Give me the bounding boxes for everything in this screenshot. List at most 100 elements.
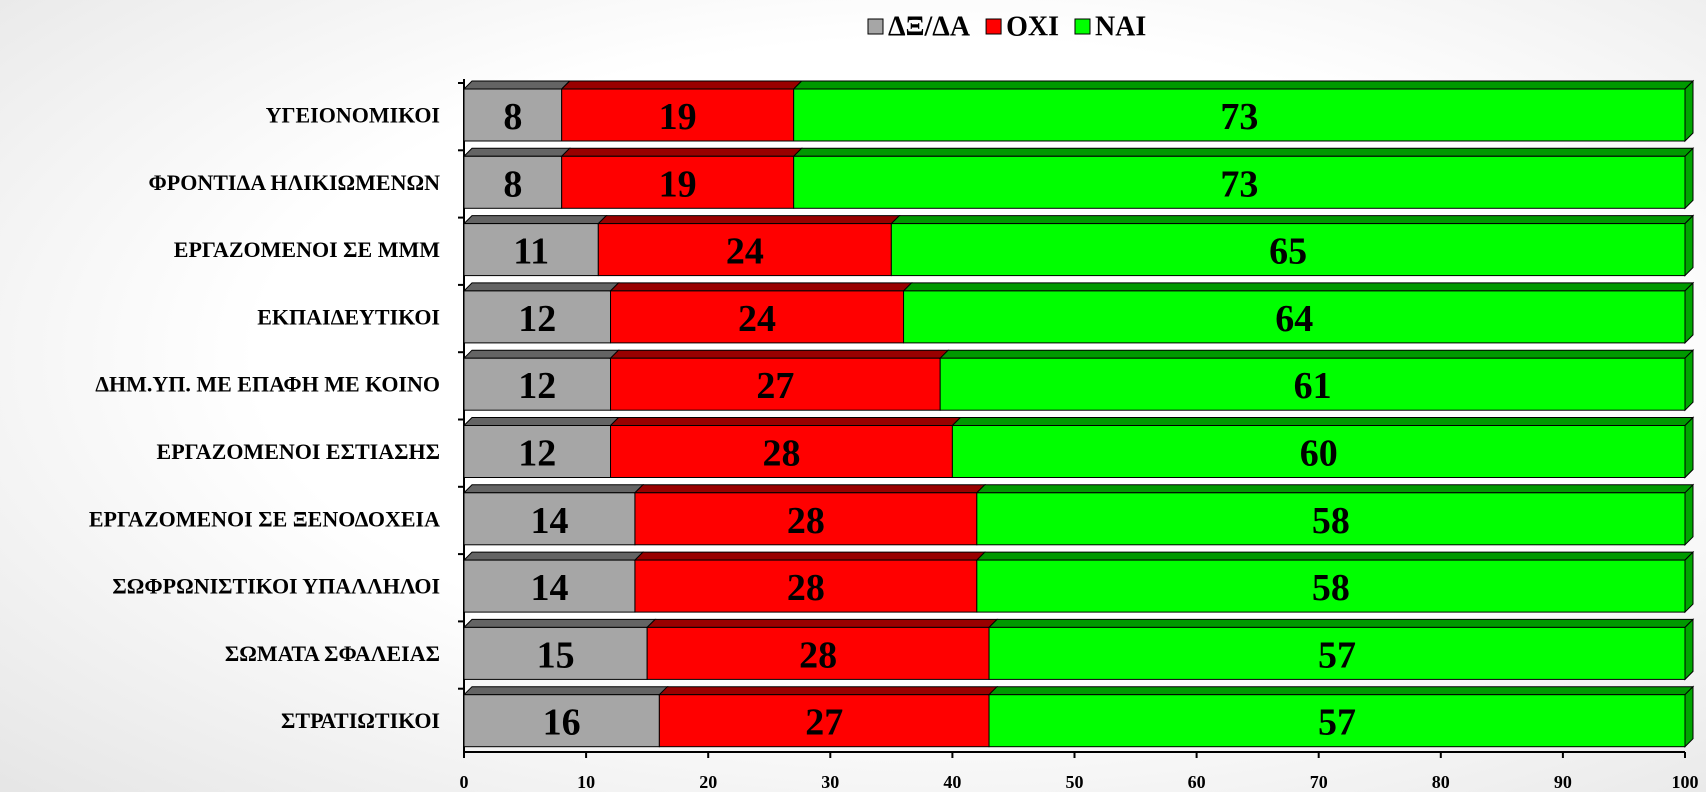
bar-top	[987, 686, 1695, 696]
category-label: ΣΩΦΡΩΝΙΣΤΙΚΟΙ ΥΠΑΛΛΗΛΟΙ	[112, 574, 440, 599]
value-label: 73	[1220, 96, 1258, 138]
x-tick-label: 60	[1188, 772, 1206, 792]
bar-side	[1684, 79, 1694, 143]
x-tick-label: 70	[1310, 772, 1328, 792]
bar-side	[1684, 483, 1694, 547]
bar-top	[462, 686, 669, 696]
x-tick-label: 100	[1672, 772, 1699, 792]
bar-top	[938, 349, 1695, 359]
legend-swatch	[1074, 18, 1091, 35]
value-label: 24	[726, 231, 764, 273]
bar	[793, 155, 1686, 209]
bar-top	[597, 215, 901, 225]
value-label: 27	[756, 365, 794, 407]
x-tick-label: 10	[577, 772, 595, 792]
bar-top	[792, 147, 1695, 157]
bar-top	[987, 618, 1695, 628]
bar	[463, 694, 660, 748]
legend-label: ΟΧΙ	[1006, 12, 1059, 43]
value-label: 58	[1312, 567, 1350, 609]
bar-top	[462, 417, 620, 426]
value-label: 57	[1318, 634, 1356, 676]
bar-top	[902, 282, 1695, 292]
bar-top	[975, 551, 1695, 561]
x-tick-label: 0	[460, 772, 469, 792]
category-label: ΕΚΠΑΙΔΕΥΤΙΚΟΙ	[257, 304, 440, 329]
bar-side	[1684, 685, 1694, 748]
value-label: 12	[518, 365, 556, 407]
category-label: ΣΩΜΑΤΑ ΣΦΑΛΕΙΑΣ	[225, 641, 440, 666]
value-label: 28	[787, 500, 825, 542]
category-label: ΔΗΜ.ΥΠ. ΜΕ ΕΠΑΦΗ ΜΕ ΚΟΙΝΟ	[95, 372, 440, 397]
bar	[610, 290, 905, 344]
x-tick-label: 40	[943, 772, 961, 792]
value-label: 64	[1275, 298, 1313, 340]
x-tick-label: 50	[1066, 772, 1084, 792]
bar	[634, 492, 978, 546]
x-tick-label: 20	[699, 772, 717, 792]
bar	[976, 559, 1686, 613]
value-label: 15	[537, 634, 575, 676]
bar-top	[951, 417, 1695, 426]
bar	[610, 357, 941, 411]
value-label: 14	[530, 567, 568, 609]
bar-side	[1684, 147, 1694, 210]
bar-top	[462, 349, 620, 359]
legend-swatch	[867, 18, 884, 35]
value-label: 12	[518, 433, 556, 475]
bar-side	[1684, 618, 1694, 681]
bar-side	[1684, 281, 1694, 345]
bar-top	[462, 147, 571, 157]
bar-top	[462, 484, 645, 494]
value-label: 28	[787, 567, 825, 609]
category-label: ΦΡΟΝΤΙΔΑ ΗΛΙΚΙΩΜΕΝΩΝ	[149, 170, 441, 195]
bar	[646, 626, 990, 680]
bar	[463, 155, 563, 209]
bar	[951, 425, 1686, 478]
bar-top	[560, 80, 803, 90]
bar	[463, 357, 612, 411]
value-label: 19	[659, 96, 697, 138]
bar-top	[658, 686, 999, 696]
legend-label: ΔΞ/ΔΑ	[888, 12, 971, 43]
bar	[463, 88, 563, 142]
category-label: ΕΡΓΑΖΟΜΕΝΟΙ ΣΕ ΞΕΝΟΔΟΧΕΙΑ	[89, 506, 440, 531]
bar	[463, 290, 612, 344]
value-label: 28	[762, 433, 800, 475]
x-tick-label: 80	[1432, 772, 1450, 792]
value-label: 8	[503, 163, 522, 205]
bar	[939, 357, 1686, 411]
bar-top	[560, 147, 803, 157]
bar-top	[609, 282, 913, 292]
bar-top	[792, 80, 1695, 90]
category-label: ΕΡΓΑΖΟΜΕΝΟΙ ΣΕ ΜΜΜ	[174, 237, 440, 262]
bar-top	[462, 551, 645, 561]
bar-side	[1684, 214, 1694, 277]
value-label: 24	[738, 298, 776, 340]
bar	[976, 492, 1686, 546]
legend-label: ΝΑΙ	[1095, 12, 1146, 43]
category-label: ΥΓΕΙΟΝΟΜΙΚΟΙ	[266, 103, 440, 128]
bar	[463, 559, 636, 613]
value-label: 16	[543, 702, 581, 744]
category-label: ΣΤΡΑΤΙΩΤΙΚΟΙ	[281, 708, 440, 733]
legend-swatch	[985, 18, 1002, 35]
bar	[463, 223, 599, 277]
value-label: 19	[659, 163, 697, 205]
bar-top	[609, 417, 962, 426]
bar	[890, 223, 1686, 277]
bar	[463, 425, 612, 478]
bar-side	[1684, 550, 1694, 614]
value-label: 28	[799, 634, 837, 676]
bar-top	[975, 484, 1695, 494]
bar	[988, 626, 1686, 680]
bar-side	[1684, 348, 1694, 412]
bar	[658, 694, 990, 748]
value-label: 57	[1318, 702, 1356, 744]
bar-top	[633, 484, 987, 494]
bar-top	[645, 618, 999, 628]
bar-side	[1684, 416, 1694, 479]
bar	[988, 694, 1686, 748]
